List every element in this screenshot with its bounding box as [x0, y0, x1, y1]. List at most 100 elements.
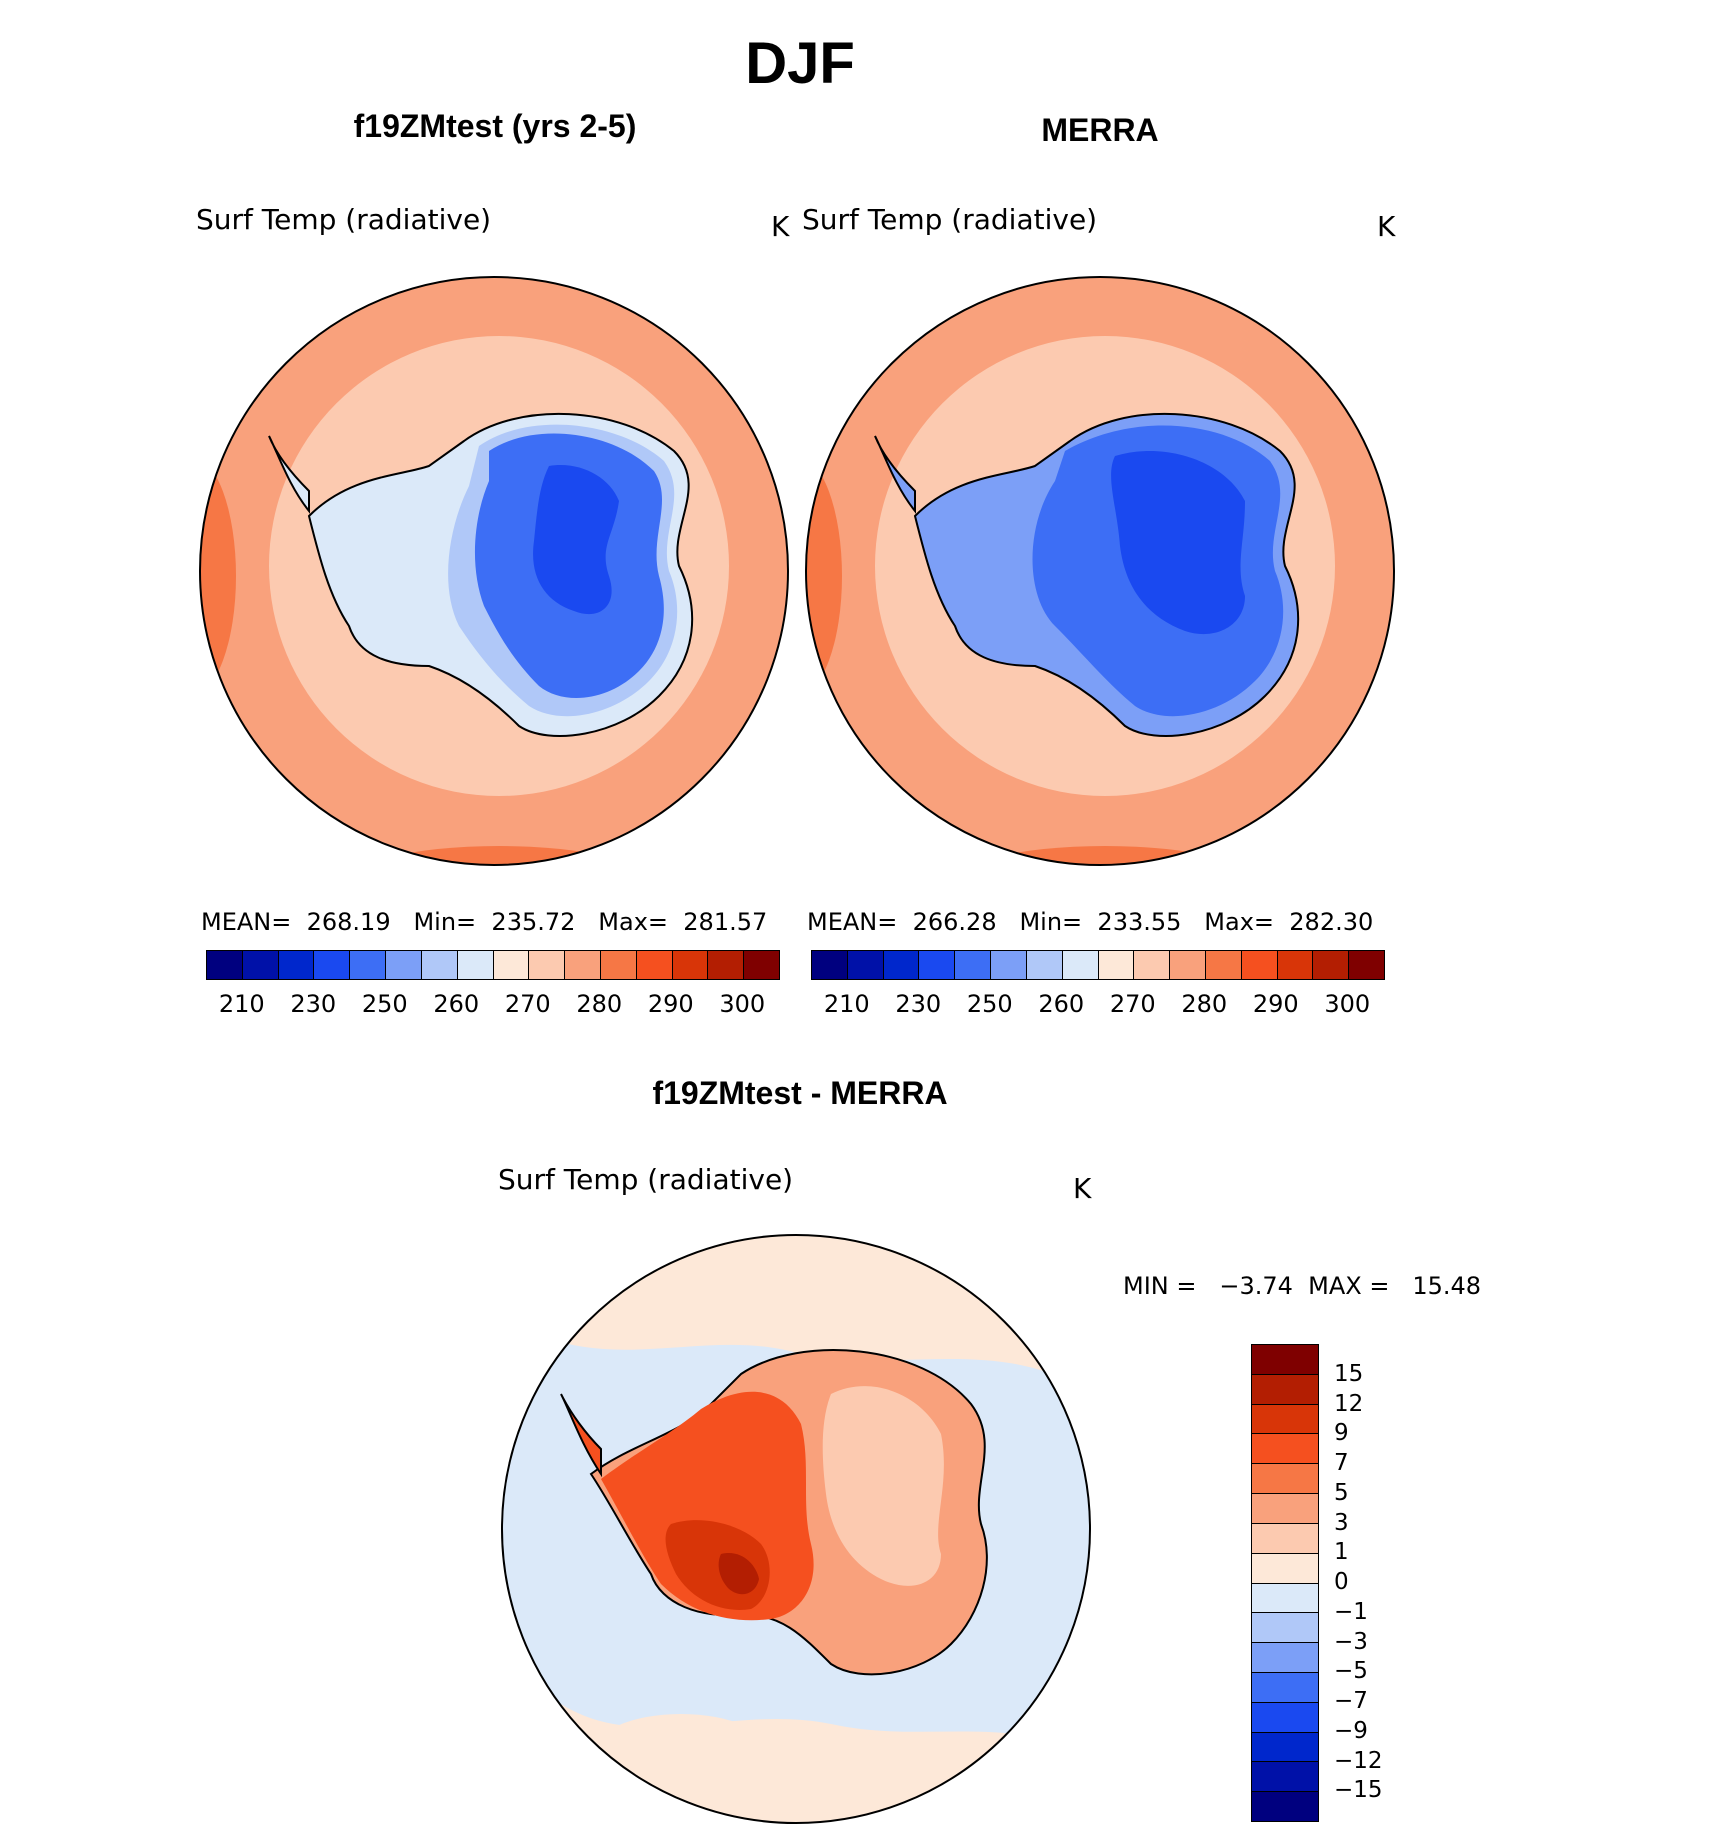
colorbar-cell [1252, 1553, 1318, 1584]
colorbar-tick-label: 300 [1324, 990, 1371, 1018]
colorbar-cell [421, 951, 458, 979]
colorbar-tick-label: 300 [719, 990, 766, 1018]
colorbar-cell [1252, 1464, 1318, 1495]
colorbar-ticks-obs: 210 230 250 260 270 280 290 300 [811, 990, 1383, 1020]
colorbar-tick-label: 9 [1334, 1420, 1349, 1447]
colorbar-cell [883, 951, 920, 979]
colorbar-cell [1252, 1494, 1318, 1524]
colorbar-tick-label: 0 [1334, 1569, 1349, 1595]
colorbar-diff [1251, 1344, 1319, 1822]
colorbar-cell [1098, 951, 1135, 979]
antarctica-blue-core [533, 465, 619, 615]
colorbar-cell [457, 951, 494, 979]
colorbar-cell [242, 951, 279, 979]
antarctica-diff-mild [822, 1386, 944, 1586]
units-label-diff: K [1073, 1172, 1092, 1205]
colorbar-tick-label: −5 [1334, 1658, 1368, 1685]
panel-title-model: f19ZMtest (yrs 2-5) [353, 108, 637, 144]
colorbar-tick-label: 3 [1334, 1509, 1349, 1536]
colorbar-tick-label: 270 [504, 990, 551, 1018]
colorbar-obs [811, 950, 1385, 980]
colorbar-tick-label: 260 [1038, 990, 1085, 1018]
peninsula [560, 1393, 602, 1478]
colorbar-cell [1205, 951, 1242, 979]
map-boundary [199, 276, 789, 866]
colorbar-cell [1252, 1523, 1318, 1554]
panel-title-obs: MERRA [1041, 112, 1159, 148]
colorbar-cell [636, 951, 673, 979]
colorbar-ticks-diff: 15 12 9 7 5 3 1 0 −1 −3 −5 −7 −9 −12 −15 [1330, 1344, 1410, 1820]
colorbar-cell [1026, 951, 1063, 979]
colorbar-tick-label: 280 [576, 990, 623, 1018]
obs-map [805, 276, 1395, 866]
colorbar-cell [1134, 951, 1171, 979]
colorbar-cell [278, 951, 315, 979]
warm-patch-west [806, 456, 842, 696]
colorbar-cell [1252, 1762, 1318, 1793]
colorbar-cell [847, 951, 884, 979]
peninsula [874, 435, 916, 514]
colorbar-cell [919, 951, 956, 979]
colorbar-tick-label: 5 [1334, 1479, 1349, 1506]
colorbar-tick-label: −9 [1334, 1717, 1368, 1744]
colorbar-cell [1062, 951, 1099, 979]
colorbar-tick-label: 15 [1334, 1360, 1364, 1387]
panel-title-diff: f19ZMtest - MERRA [652, 1075, 948, 1111]
colorbar-tick-label: 230 [290, 990, 337, 1018]
antarctica-diff-core [718, 1553, 759, 1595]
colorbar-ticks-model: 210 230 250 260 270 280 290 300 [206, 990, 778, 1020]
colorbar-tick-label: −7 [1334, 1688, 1368, 1714]
colorbar-cell [207, 951, 243, 979]
colorbar-tick-label: −1 [1334, 1598, 1368, 1625]
colorbar-cell [600, 951, 637, 979]
plot-label-diff: Surf Temp (radiative) [498, 1163, 794, 1196]
colorbar-cell [955, 951, 992, 979]
colorbar-cell [1252, 1702, 1318, 1733]
colorbar-tick-label: −15 [1334, 1777, 1383, 1804]
units-label-obs: K [1377, 210, 1396, 243]
colorbar-tick-label: 12 [1334, 1390, 1364, 1417]
diff-map [501, 1234, 1091, 1824]
colorbar-cell [1252, 1404, 1318, 1435]
colorbar-cell [812, 951, 848, 979]
colorbar-cell [529, 951, 566, 979]
colorbar-tick-label: −3 [1334, 1628, 1368, 1655]
colorbar-tick-label: 260 [433, 990, 480, 1018]
colorbar-tick-label: 290 [647, 990, 694, 1018]
colorbar-cell [1252, 1672, 1318, 1703]
colorbar-cell [1252, 1374, 1318, 1405]
colorbar-tick-label: 280 [1181, 990, 1228, 1018]
colorbar-tick-label: 250 [361, 990, 408, 1018]
stats-obs: MEAN= 266.28 Min= 233.55 Max= 282.30 [807, 908, 1374, 936]
units-label-model: K [771, 210, 790, 243]
colorbar-cell [1252, 1613, 1318, 1644]
colorbar-cell [314, 951, 351, 979]
colorbar-cell [565, 951, 601, 979]
colorbar-tick-label: 7 [1334, 1450, 1349, 1476]
colorbar-tick-label: 270 [1109, 990, 1156, 1018]
colorbar-cell [1252, 1345, 1318, 1375]
colorbar-cell [1170, 951, 1206, 979]
colorbar-cell [493, 951, 530, 979]
plot-label-obs: Surf Temp (radiative) [802, 203, 1098, 236]
colorbar-cell [744, 951, 779, 979]
figure-title: DJF [745, 31, 855, 96]
colorbar-tick-label: 250 [966, 990, 1013, 1018]
antarctica-blue-core [1111, 451, 1245, 635]
colorbar-cell [1241, 951, 1278, 979]
colorbar-cell [1313, 951, 1350, 979]
colorbar-cell [1277, 951, 1314, 979]
colorbar-cell [1252, 1792, 1318, 1821]
colorbar-cell [672, 951, 709, 979]
colorbar-cell [1252, 1583, 1318, 1614]
colorbar-cell [1252, 1732, 1318, 1763]
colorbar-tick-label: 290 [1252, 990, 1299, 1018]
warm-patch-west [200, 456, 236, 696]
colorbar-cell [386, 951, 422, 979]
colorbar-cell [350, 951, 387, 979]
colorbar-tick-label: −12 [1334, 1747, 1383, 1774]
colorbar-tick-label: 210 [823, 990, 870, 1018]
colorbar-model [206, 950, 780, 980]
colorbar-cell [708, 951, 745, 979]
map-boundary [501, 1234, 1091, 1824]
